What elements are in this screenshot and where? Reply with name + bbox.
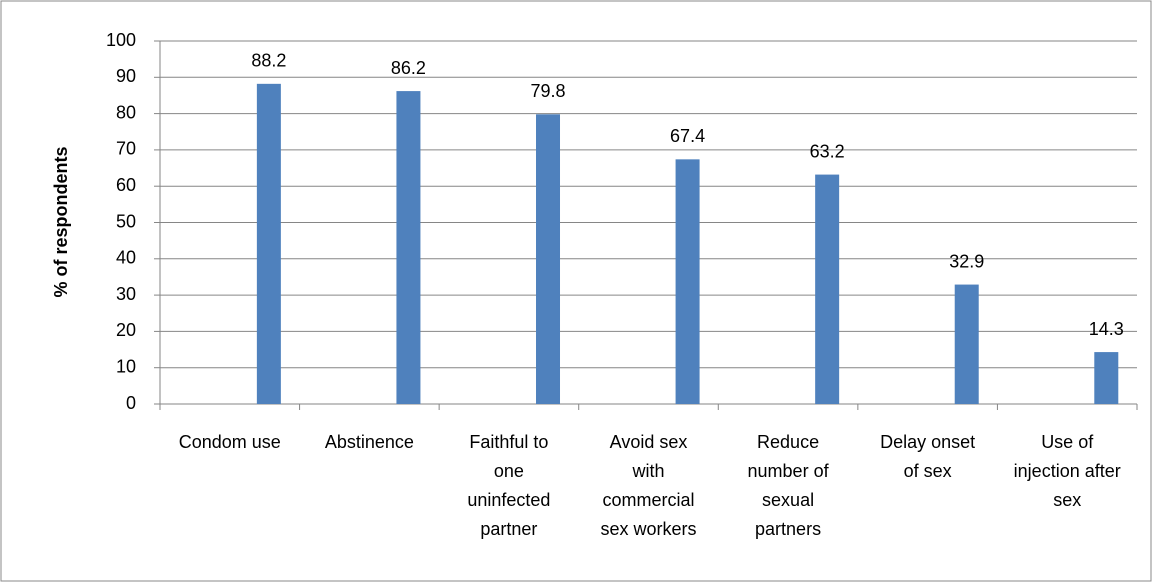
y-tick-label: 80 [116,102,136,122]
bar [675,159,700,404]
bar [1094,352,1119,404]
value-label: 67.4 [670,126,705,146]
bar [815,174,840,404]
x-tick-label: Condom use [178,432,281,452]
y-tick-label: 100 [106,30,136,50]
y-tick-label: 10 [116,356,136,376]
value-label: 88.2 [251,51,286,71]
x-tick-label: Faithful to one uninfected partner [467,432,551,539]
x-tick-label: Use of injection after sex [1013,432,1121,510]
bar [396,91,421,405]
x-tick-label: Reduce number of sexual partners [747,432,829,539]
y-tick-label: 0 [126,393,136,413]
y-tick-label: 20 [116,320,136,340]
y-axis-label: % of respondents [51,146,71,297]
y-tick-label: 50 [116,211,136,231]
bar [536,114,561,405]
value-label: 79.8 [530,81,565,101]
value-label: 63.2 [810,141,845,161]
value-label: 32.9 [949,251,984,271]
x-tick-label: Abstinence [324,432,414,452]
y-tick-label: 40 [116,248,136,268]
x-tick-label: Avoid sex with commercial sex workers [600,432,697,539]
value-label: 14.3 [1089,319,1124,339]
bar [954,284,979,404]
y-tick-label: 60 [116,175,136,195]
y-tick-label: 30 [116,284,136,304]
y-tick-label: 90 [116,66,136,86]
value-label: 86.2 [391,58,426,78]
x-tick-label: Delay onset of sex [880,432,976,481]
y-tick-label: 70 [116,139,136,159]
bar [256,83,281,405]
